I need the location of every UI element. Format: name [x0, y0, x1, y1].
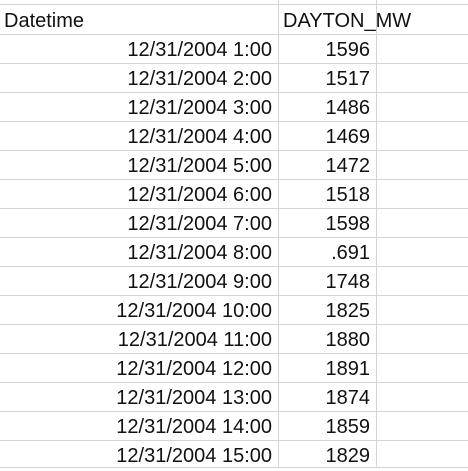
mw-value-cell[interactable]: 1859	[325, 416, 371, 438]
mw-value-cell[interactable]: 1880	[325, 329, 371, 351]
table-row: 12/31/2004 2:00 1517	[0, 64, 468, 93]
table-row: 12/31/2004 6:00 1518	[0, 180, 468, 209]
table-row: 12/31/2004 14:00 1859	[0, 412, 468, 441]
header-cell-dayton-mw[interactable]: DAYTON_MW	[283, 10, 412, 32]
empty-cell[interactable]	[376, 93, 468, 121]
empty-cell[interactable]	[376, 267, 468, 295]
empty-cell[interactable]	[376, 180, 468, 208]
table-row: 12/31/2004 15:00 1829	[0, 441, 468, 468]
mw-value-cell[interactable]: .691	[331, 242, 370, 264]
table-row: 12/31/2004 10:00 1825	[0, 296, 468, 325]
table-row: 12/31/2004 7:00 1598	[0, 209, 468, 238]
datetime-cell[interactable]: 12/31/2004 11:00	[117, 329, 272, 351]
mw-value-cell[interactable]: 1748	[325, 271, 371, 293]
mw-value-cell[interactable]: 1825	[325, 300, 371, 322]
mw-value-cell[interactable]: 1874	[325, 387, 371, 409]
header-row: Datetime DAYTON_MW	[0, 6, 468, 35]
mw-value-cell[interactable]: 1517	[325, 68, 371, 90]
table-row: 12/31/2004 9:00 1748	[0, 267, 468, 296]
mw-value-cell[interactable]: 1829	[325, 445, 371, 467]
datetime-cell[interactable]: 12/31/2004 8:00	[127, 242, 272, 264]
empty-cell[interactable]	[376, 209, 468, 237]
empty-cell[interactable]	[376, 64, 468, 92]
header-cell-datetime[interactable]: Datetime	[4, 10, 85, 32]
datetime-cell[interactable]: 12/31/2004 1:00	[127, 39, 272, 61]
mw-value-cell[interactable]: 1486	[325, 97, 371, 119]
mw-value-cell[interactable]: 1891	[325, 358, 371, 380]
mw-value-cell[interactable]: 1469	[325, 126, 371, 148]
empty-cell[interactable]	[376, 6, 468, 34]
mw-value-cell[interactable]: 1472	[325, 155, 371, 177]
empty-cell[interactable]	[376, 151, 468, 179]
datetime-cell[interactable]: 12/31/2004 4:00	[127, 126, 272, 148]
datetime-cell[interactable]: 12/31/2004 15:00	[116, 445, 272, 467]
datetime-cell[interactable]: 12/31/2004 7:00	[127, 213, 272, 235]
empty-cell[interactable]	[376, 296, 468, 324]
datetime-cell[interactable]: 12/31/2004 10:00	[116, 300, 272, 322]
mw-value-cell[interactable]: 1518	[325, 184, 371, 206]
column-header-edge	[0, 0, 468, 5]
datetime-cell[interactable]: 12/31/2004 14:00	[116, 416, 272, 438]
empty-cell[interactable]	[376, 35, 468, 63]
empty-cell[interactable]	[376, 238, 468, 266]
empty-cell[interactable]	[376, 122, 468, 150]
column-divider-b-c	[376, 0, 377, 468]
mw-value-cell[interactable]: 1598	[325, 213, 371, 235]
datetime-cell[interactable]: 12/31/2004 2:00	[127, 68, 272, 90]
table-row: 12/31/2004 8:00 .691	[0, 238, 468, 267]
datetime-cell[interactable]: 12/31/2004 3:00	[127, 97, 272, 119]
datetime-cell[interactable]: 12/31/2004 5:00	[127, 155, 272, 177]
table-row: 12/31/2004 3:00 1486	[0, 93, 468, 122]
mw-value-cell[interactable]: 1596	[325, 39, 371, 61]
empty-cell[interactable]	[376, 325, 468, 353]
table-row: 12/31/2004 13:00 1874	[0, 383, 468, 412]
datetime-cell[interactable]: 12/31/2004 9:00	[127, 271, 272, 293]
table-row: 12/31/2004 11:00 1880	[0, 325, 468, 354]
column-divider-a-b	[278, 0, 279, 468]
empty-cell[interactable]	[376, 383, 468, 411]
datetime-cell[interactable]: 12/31/2004 13:00	[116, 387, 272, 409]
datetime-cell[interactable]: 12/31/2004 6:00	[127, 184, 272, 206]
table-row: 12/31/2004 12:00 1891	[0, 354, 468, 383]
empty-cell[interactable]	[376, 412, 468, 440]
table-row: 12/31/2004 5:00 1472	[0, 151, 468, 180]
table-row: 12/31/2004 4:00 1469	[0, 122, 468, 151]
empty-cell[interactable]	[376, 441, 468, 469]
empty-cell[interactable]	[376, 354, 468, 382]
datetime-cell[interactable]: 12/31/2004 12:00	[116, 358, 272, 380]
table-row: 12/31/2004 1:00 1596	[0, 35, 468, 64]
